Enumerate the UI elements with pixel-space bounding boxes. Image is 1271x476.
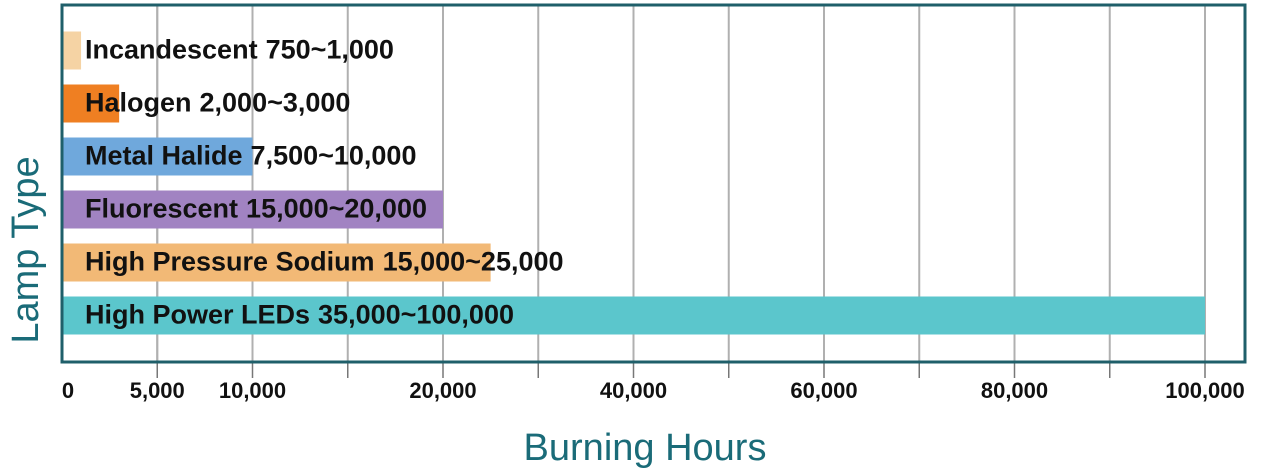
category-label: Metal Halide bbox=[85, 141, 243, 171]
x-tick-label: 80,000 bbox=[981, 378, 1048, 403]
category-label: Fluorescent bbox=[85, 194, 238, 224]
bar-label: Incandescent 750~1,000 bbox=[85, 35, 394, 65]
bar bbox=[62, 190, 443, 229]
y-axis-title: Lamp Type bbox=[5, 156, 47, 343]
value-label: 7,500~10,000 bbox=[251, 141, 417, 171]
x-tick-label: 0 bbox=[62, 378, 74, 403]
bar-label: Fluorescent 15,000~20,000 bbox=[85, 194, 427, 224]
category-label: Halogen bbox=[85, 88, 192, 118]
x-tick-label: 20,000 bbox=[409, 378, 476, 403]
category-label: Incandescent bbox=[85, 35, 258, 65]
bar bbox=[62, 296, 1205, 335]
bar-label: High Pressure Sodium 15,000~25,000 bbox=[85, 247, 564, 277]
bar bbox=[62, 84, 120, 123]
x-tick-label: 60,000 bbox=[790, 378, 857, 403]
x-tick-label: 40,000 bbox=[600, 378, 667, 403]
x-axis-title: Burning Hours bbox=[524, 427, 767, 469]
plot-frame bbox=[60, 3, 1247, 364]
value-label: 15,000~20,000 bbox=[246, 194, 427, 224]
value-label: 15,000~25,000 bbox=[383, 247, 564, 277]
bar bbox=[62, 243, 491, 282]
category-label: High Power LEDs bbox=[85, 300, 310, 330]
bar bbox=[62, 31, 82, 70]
value-label: 35,000~100,000 bbox=[318, 300, 514, 330]
value-label: 750~1,000 bbox=[266, 35, 394, 65]
x-tick-label: 5,000 bbox=[130, 378, 185, 403]
value-label: 2,000~3,000 bbox=[200, 88, 351, 118]
x-tick-label: 10,000 bbox=[219, 378, 286, 403]
bar-label: High Power LEDs 35,000~100,000 bbox=[85, 300, 514, 330]
bar-label: Metal Halide 7,500~10,000 bbox=[85, 141, 416, 171]
x-tick-label: 100,000 bbox=[1165, 378, 1245, 403]
category-label: High Pressure Sodium bbox=[85, 247, 375, 277]
bar bbox=[62, 137, 253, 176]
bar-label: Halogen 2,000~3,000 bbox=[85, 88, 350, 118]
